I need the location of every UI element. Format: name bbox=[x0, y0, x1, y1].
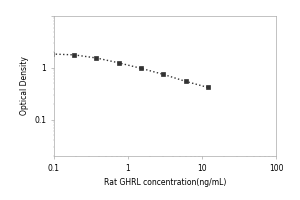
Y-axis label: Optical Density: Optical Density bbox=[20, 57, 29, 115]
X-axis label: Rat GHRL concentration(ng/mL): Rat GHRL concentration(ng/mL) bbox=[104, 178, 226, 187]
